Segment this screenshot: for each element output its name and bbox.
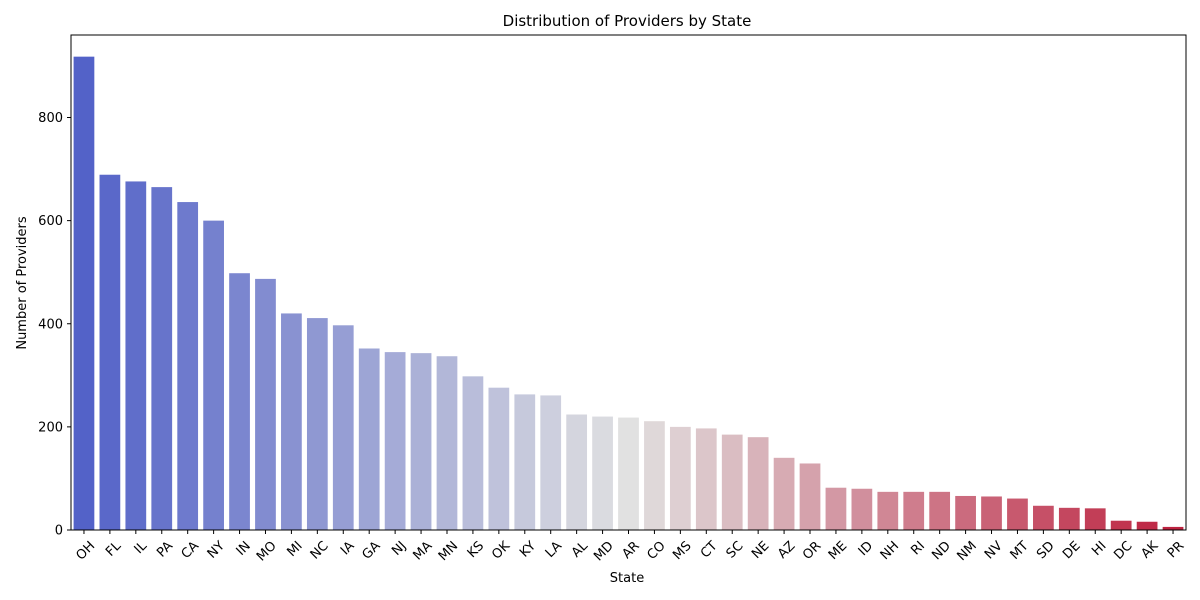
bar-il bbox=[125, 181, 147, 530]
y-axis: 0 200 400 600 800 bbox=[38, 111, 71, 539]
y-axis-title: Number of Providers bbox=[15, 216, 30, 350]
bar-ri bbox=[903, 491, 925, 530]
x-tick-label: ME bbox=[826, 539, 850, 563]
x-tick-label: SD bbox=[1034, 539, 1058, 563]
x-tick-label: MT bbox=[1008, 539, 1032, 563]
x-tick-label: PR bbox=[1165, 539, 1188, 562]
bar-nv bbox=[981, 496, 1002, 530]
bar-la bbox=[540, 395, 562, 530]
bar-de bbox=[1058, 507, 1080, 530]
x-axis: OH FL IL PA CA NY IN MO MI NC IA GA NJ MA MN KS OK KY LA AL… bbox=[73, 530, 1187, 564]
x-tick-label: HI bbox=[1089, 539, 1109, 559]
x-tick-label: MN bbox=[436, 539, 461, 564]
bar-ga bbox=[358, 348, 380, 530]
x-tick-label: AL bbox=[569, 538, 592, 561]
x-tick-label: OK bbox=[489, 538, 513, 562]
x-tick-label: MS bbox=[670, 539, 694, 563]
x-tick-label: KY bbox=[517, 539, 539, 561]
bar-id bbox=[851, 488, 873, 530]
bar-pa bbox=[151, 187, 173, 531]
x-tick-label: NE bbox=[749, 539, 772, 562]
bar-az bbox=[773, 457, 795, 530]
x-tick-label: DC bbox=[1111, 539, 1135, 563]
x-tick-label: PA bbox=[154, 539, 176, 561]
bar-mo bbox=[255, 278, 276, 530]
x-tick-label: CT bbox=[698, 539, 721, 562]
x-tick-label: SC bbox=[724, 539, 747, 562]
bar-sd bbox=[1033, 505, 1054, 530]
x-tick-label: AZ bbox=[775, 539, 798, 562]
x-tick-label: MO bbox=[254, 539, 280, 565]
x-tick-label: MI bbox=[284, 539, 305, 560]
bar-nm bbox=[955, 495, 976, 530]
bar-ca bbox=[177, 202, 199, 530]
bar-sc bbox=[721, 434, 743, 530]
bar-fl bbox=[99, 174, 121, 531]
bar-ok bbox=[488, 387, 510, 530]
bar-nj bbox=[384, 352, 406, 530]
bar-me bbox=[825, 487, 847, 530]
bar-dc bbox=[1110, 520, 1132, 530]
x-tick-label: OR bbox=[800, 539, 824, 563]
bar-nc bbox=[306, 318, 328, 530]
x-tick-label: RI bbox=[908, 539, 928, 559]
x-tick-label: MA bbox=[410, 539, 435, 564]
x-tick-label: FL bbox=[103, 538, 125, 560]
bar-ct bbox=[695, 428, 717, 530]
x-tick-label: IL bbox=[132, 538, 151, 557]
x-tick-label: AK bbox=[1138, 538, 1161, 561]
bar-co bbox=[644, 421, 665, 530]
y-tick-label: 400 bbox=[38, 317, 63, 332]
bar-or bbox=[799, 463, 821, 530]
y-tick-label: 0 bbox=[55, 524, 63, 539]
x-tick-label: KS bbox=[465, 539, 487, 561]
x-tick-label: IA bbox=[338, 539, 358, 559]
x-tick-label: IN bbox=[234, 539, 254, 559]
bar-ny bbox=[203, 220, 224, 531]
y-tick-label: 600 bbox=[38, 214, 63, 229]
bar-ks bbox=[462, 376, 484, 530]
bar-pr bbox=[1162, 526, 1184, 530]
x-tick-label: CO bbox=[644, 539, 668, 563]
x-tick-label: AR bbox=[619, 539, 642, 562]
x-tick-label: NV bbox=[982, 539, 1006, 563]
bar-ky bbox=[514, 394, 536, 530]
bar-ia bbox=[332, 325, 354, 530]
bar-ak bbox=[1136, 521, 1158, 530]
bar-mi bbox=[281, 313, 302, 530]
x-tick-label: NM bbox=[954, 539, 979, 564]
x-tick-label: DE bbox=[1060, 539, 1084, 563]
plot-frame bbox=[70, 34, 1187, 531]
bar-nd bbox=[929, 491, 951, 530]
bar-nh bbox=[877, 491, 899, 530]
bar-al bbox=[566, 414, 588, 530]
x-tick-label: GA bbox=[359, 539, 383, 563]
x-tick-label: NJ bbox=[389, 539, 409, 559]
x-tick-label: CA bbox=[179, 539, 202, 562]
bar-ne bbox=[747, 437, 769, 530]
bar-mt bbox=[1007, 498, 1028, 530]
bar-ma bbox=[410, 353, 432, 530]
x-tick-label: NY bbox=[205, 539, 228, 562]
x-tick-label: NC bbox=[308, 539, 332, 563]
bar-hi bbox=[1084, 508, 1106, 530]
bar-mn bbox=[436, 356, 458, 530]
y-tick-label: 200 bbox=[38, 420, 63, 435]
chart-title: Distribution of Providers by State bbox=[503, 12, 752, 30]
bar-md bbox=[592, 416, 613, 530]
x-tick-label: ID bbox=[856, 539, 876, 559]
bar-oh bbox=[73, 56, 95, 530]
bar-ar bbox=[618, 417, 639, 530]
bars-group bbox=[73, 56, 1184, 531]
y-tick-label: 800 bbox=[38, 111, 63, 126]
x-tick-label: LA bbox=[543, 539, 565, 561]
x-axis-title: State bbox=[610, 571, 644, 586]
bar-ms bbox=[669, 426, 691, 531]
x-tick-label: OH bbox=[73, 539, 98, 564]
x-tick-label: MD bbox=[591, 539, 617, 565]
x-tick-label: ND bbox=[929, 539, 954, 564]
bar-in bbox=[229, 273, 250, 530]
x-tick-label: NH bbox=[878, 539, 902, 563]
